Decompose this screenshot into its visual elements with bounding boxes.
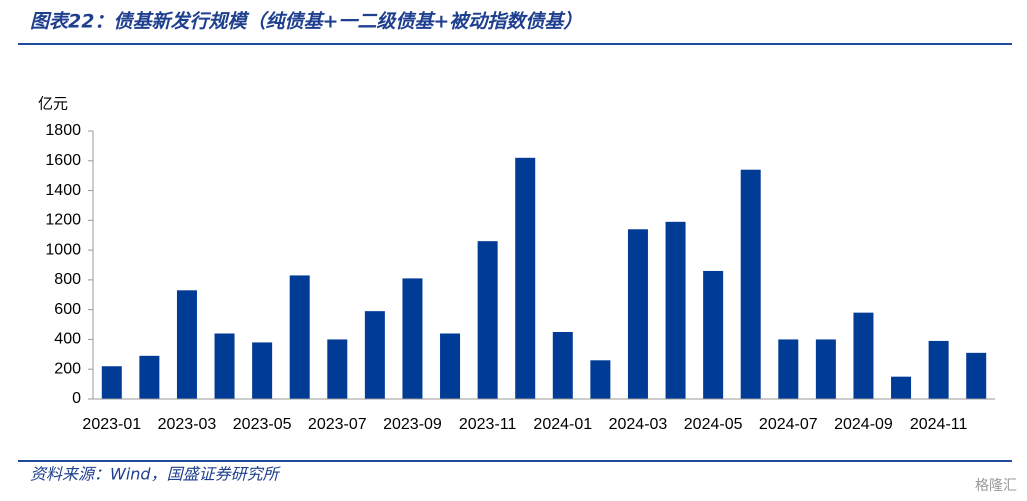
x-tick-label: 2023-07 bbox=[308, 416, 367, 433]
x-tick-label: 2024-07 bbox=[759, 416, 818, 433]
y-tick-label: 1200 bbox=[45, 212, 81, 229]
y-tick-label: 1600 bbox=[45, 152, 81, 169]
x-tick-label: 2024-03 bbox=[609, 416, 668, 433]
bar bbox=[590, 360, 611, 399]
y-tick-label: 200 bbox=[54, 360, 81, 377]
x-tick-label: 2023-09 bbox=[383, 416, 442, 433]
bar bbox=[176, 290, 197, 399]
y-tick-label: 600 bbox=[54, 301, 81, 318]
y-tick-label: 800 bbox=[54, 271, 81, 288]
x-tick-label: 2024-11 bbox=[910, 416, 968, 433]
bar bbox=[778, 339, 799, 399]
bar bbox=[364, 311, 385, 399]
x-tick-label: 2023-05 bbox=[233, 416, 292, 433]
bar bbox=[815, 339, 836, 399]
bar bbox=[928, 340, 949, 399]
y-axis-label: 亿元 bbox=[38, 95, 68, 113]
bar bbox=[627, 229, 648, 399]
x-tick-label: 2023-01 bbox=[82, 416, 141, 433]
x-tick-label: 2024-05 bbox=[684, 416, 743, 433]
watermark: 格隆汇 bbox=[975, 478, 1017, 494]
bar bbox=[252, 342, 273, 399]
bar bbox=[966, 352, 987, 399]
bar bbox=[703, 270, 724, 399]
x-tick-label: 2023-11 bbox=[459, 416, 517, 433]
bar bbox=[740, 169, 761, 399]
y-tick-label: 1400 bbox=[45, 182, 81, 199]
bar bbox=[477, 241, 498, 399]
bar bbox=[101, 366, 122, 399]
y-tick-label: 0 bbox=[72, 390, 81, 407]
bar bbox=[515, 157, 536, 399]
bar bbox=[665, 221, 686, 399]
chart-title: 图表22：债基新发行规模（纯债基+一二级债基+被动指数债基） bbox=[30, 11, 582, 33]
x-tick-label: 2024-09 bbox=[834, 416, 893, 433]
bar bbox=[327, 339, 348, 399]
y-tick-label: 1000 bbox=[45, 241, 81, 258]
bar bbox=[402, 278, 423, 399]
bar bbox=[139, 355, 160, 399]
x-tick-label: 2023-03 bbox=[158, 416, 217, 433]
bar bbox=[440, 333, 461, 399]
bar bbox=[552, 332, 573, 399]
x-tick-label: 2024-01 bbox=[533, 416, 592, 433]
bar bbox=[891, 376, 912, 399]
bar bbox=[853, 312, 874, 399]
y-tick-label: 400 bbox=[54, 331, 81, 348]
bar bbox=[214, 333, 235, 399]
bar bbox=[289, 275, 310, 399]
source-note: 资料来源：Wind，国盛证券研究所 bbox=[30, 465, 282, 484]
y-tick-label: 1800 bbox=[45, 122, 81, 139]
